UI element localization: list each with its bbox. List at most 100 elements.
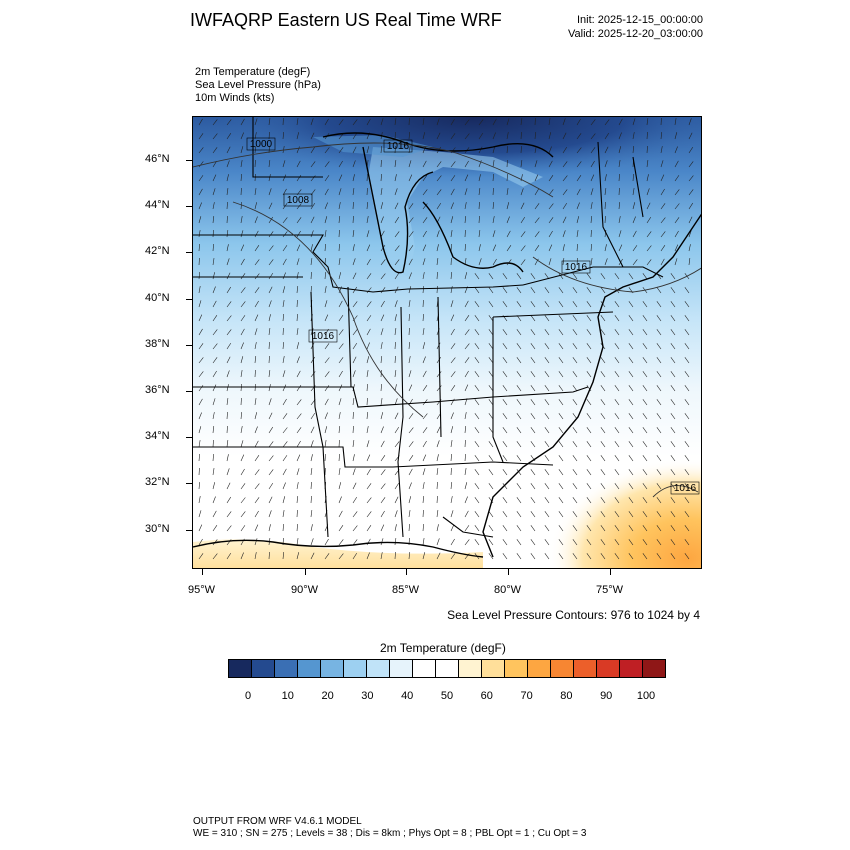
wind-barb: [646, 231, 652, 238]
wind-barb: [352, 370, 356, 378]
colorbar-tick-label: 80: [560, 690, 573, 702]
wind-barb: [586, 469, 592, 476]
wind-barb: [474, 343, 480, 350]
wind-barb: [670, 287, 676, 294]
wind-barb: [600, 525, 606, 532]
wind-barb: [282, 413, 288, 420]
wind-barb: [212, 243, 214, 252]
wind-barb: [614, 371, 620, 378]
wind-barb: [506, 245, 512, 252]
wind-barb: [268, 328, 271, 336]
wind-barb: [488, 357, 494, 364]
wind-barb: [296, 496, 299, 504]
latitude-tick: [186, 252, 192, 254]
wind-barb: [352, 342, 358, 350]
wind-barb: [684, 455, 690, 462]
wind-barb: [520, 145, 522, 154]
wind-barb: [572, 329, 578, 336]
wind-barb: [408, 468, 413, 476]
wind-barb: [600, 497, 606, 504]
longitude-tick: [406, 569, 407, 575]
wind-barb: [474, 441, 480, 448]
wind-barb: [408, 300, 411, 308]
colorbar-tick-label: 70: [520, 690, 533, 702]
wind-barb: [614, 553, 620, 560]
wind-barb: [380, 384, 382, 392]
wind-barb: [464, 482, 468, 490]
wind-barb: [198, 133, 204, 140]
model-info: OUTPUT FROM WRF V4.6.1 MODEL: [193, 816, 362, 827]
wind-barb: [380, 455, 386, 462]
wind-barb: [310, 244, 313, 252]
wind-barb: [394, 160, 397, 168]
wind-barb: [674, 217, 680, 224]
wind-barb: [352, 188, 355, 196]
wind-barb: [296, 230, 301, 238]
wind-barb: [282, 146, 285, 154]
wind-barb: [558, 287, 564, 294]
wind-barb: [478, 160, 482, 168]
wind-barb: [282, 132, 284, 140]
wind-barb: [296, 440, 301, 448]
wind-barb: [240, 440, 244, 448]
wind-barb: [394, 482, 400, 490]
wind-barb: [544, 469, 550, 476]
latitude-tick: [186, 437, 192, 439]
wind-barb: [352, 425, 354, 434]
wind-barb: [520, 231, 526, 238]
wind-barb: [670, 525, 676, 532]
wind-barb: [586, 287, 592, 294]
wind-barb: [226, 258, 230, 266]
wind-barb: [586, 427, 592, 434]
wind-barb: [352, 482, 357, 490]
init-time: Init: 2025-12-15_00:00:00: [577, 14, 703, 26]
wind-barb: [366, 370, 369, 378]
wind-barb: [632, 216, 636, 224]
longitude-tick: [305, 569, 306, 575]
wind-barb: [614, 273, 620, 280]
wind-barb: [474, 399, 480, 406]
wind-barb: [520, 202, 525, 210]
wind-barb: [422, 175, 428, 182]
wind-barb: [628, 539, 634, 546]
wind-barb: [590, 244, 592, 252]
wind-barb: [212, 147, 218, 154]
wind-barb: [254, 552, 257, 560]
wind-barb: [604, 132, 610, 140]
wind-barb: [660, 132, 663, 140]
wind-barb: [450, 314, 455, 322]
wind-barb: [488, 315, 494, 322]
wind-barb: [394, 551, 396, 560]
wind-barb: [394, 398, 398, 406]
wind-barb: [632, 174, 634, 182]
wind-barb: [198, 244, 200, 252]
wind-barb: [366, 202, 369, 210]
wind-barb: [502, 441, 508, 448]
wind-barb: [352, 552, 358, 560]
wind-barb: [380, 469, 386, 476]
wind-barb: [534, 245, 540, 252]
wind-barb: [516, 469, 522, 476]
wind-barb: [338, 244, 340, 252]
wind-barb: [422, 370, 427, 378]
wind-barb: [352, 539, 358, 546]
wind-barb: [226, 315, 232, 322]
wind-barb: [254, 455, 260, 462]
wind-barb: [562, 202, 568, 210]
wind-barb: [492, 118, 497, 126]
wind-barb: [530, 469, 536, 476]
wind-barb: [544, 357, 550, 364]
wind-barb: [684, 385, 690, 392]
wind-barb: [572, 343, 578, 350]
wind-barb: [240, 552, 244, 560]
wind-barb: [352, 454, 355, 462]
wind-barb: [282, 174, 287, 182]
wind-barb: [502, 399, 508, 406]
wind-barb: [408, 455, 414, 462]
wind-barb: [212, 468, 215, 476]
wind-barb: [506, 146, 509, 154]
wind-barb: [600, 273, 606, 280]
wind-barb: [450, 230, 453, 238]
field-label-wind: 10m Winds (kts): [195, 92, 275, 104]
wind-barb: [240, 258, 245, 266]
